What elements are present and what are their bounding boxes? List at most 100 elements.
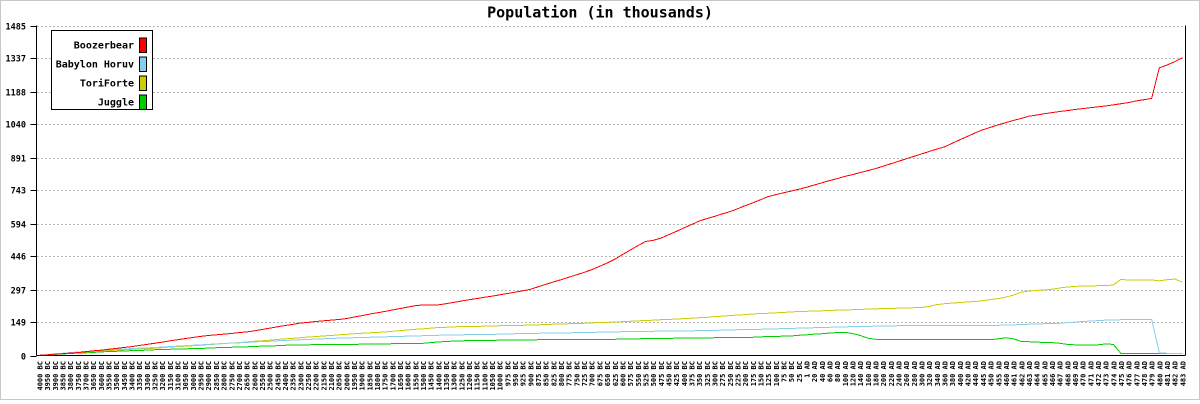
- x-tick-label: 3050 BC: [182, 361, 190, 391]
- x-tick-label: 1100 BC: [481, 361, 489, 391]
- x-tick-label: 3550 BC: [106, 361, 114, 391]
- x-tick-label: 160 AD: [865, 361, 873, 386]
- x-tick-label: 925 BC: [520, 361, 528, 386]
- x-tick-label: 825 BC: [550, 361, 558, 386]
- x-tick-label: 100 BC: [773, 361, 781, 386]
- y-tick-label: 1337: [6, 55, 26, 65]
- y-tick-label: 0: [21, 353, 26, 363]
- x-tick-label: 468 AD: [1064, 361, 1072, 386]
- x-tick-label: 3950 BC: [44, 361, 52, 391]
- x-tick-label: 440 AD: [972, 361, 980, 386]
- x-tick-label: 2750 BC: [228, 361, 236, 391]
- x-tick-label: 675 BC: [596, 361, 604, 386]
- x-tick-label: 471 AD: [1087, 361, 1095, 386]
- x-tick-label: 1200 BC: [466, 361, 474, 391]
- x-tick-label: 650 BC: [604, 361, 612, 386]
- x-tick-label: 80 AD: [834, 361, 842, 382]
- x-tick-label: 472 AD: [1095, 361, 1103, 386]
- x-tick-label: 2350 BC: [290, 361, 298, 391]
- x-tick-label: 1950 BC: [351, 361, 359, 391]
- x-tick-label: 1300 BC: [451, 361, 459, 391]
- x-tick-label: 800 BC: [558, 361, 566, 386]
- legend-swatch-toriforte: [139, 75, 147, 91]
- x-tick-label: 500 BC: [650, 361, 658, 386]
- y-tick-label: 1485: [6, 23, 26, 33]
- x-tick-label: 3400 BC: [129, 361, 137, 391]
- x-tick-label: 462 AD: [1018, 361, 1026, 386]
- x-tick-label: 1250 BC: [458, 361, 466, 391]
- x-tick-label: 125 BC: [765, 361, 773, 386]
- legend-label-babylon-horuv: Babylon Horuv: [56, 60, 134, 71]
- x-tick-label: 975 BC: [504, 361, 512, 386]
- x-tick-label: 1600 BC: [405, 361, 413, 391]
- x-tick-label: 3900 BC: [52, 361, 60, 391]
- x-tick-label: 280 AD: [911, 361, 919, 386]
- x-tick-label: 460 AD: [1003, 361, 1011, 386]
- x-tick-label: 775 BC: [566, 361, 574, 386]
- x-tick-label: 525 BC: [642, 361, 650, 386]
- x-tick-label: 400 AD: [957, 361, 965, 386]
- x-tick-label: 475 AD: [1118, 361, 1126, 386]
- x-tick-label: 1850 BC: [366, 361, 374, 391]
- x-tick-label: 465 AD: [1041, 361, 1049, 386]
- x-tick-label: 40 AD: [819, 361, 827, 382]
- x-tick-label: 140 AD: [857, 361, 865, 386]
- x-tick-label: 2100 BC: [328, 361, 336, 391]
- x-tick-label: 455 AD: [995, 361, 1003, 386]
- x-tick-label: 3800 BC: [67, 361, 75, 391]
- x-tick-label: 3450 BC: [121, 361, 129, 391]
- x-tick-label: 240 AD: [896, 361, 904, 386]
- x-tick-label: 478 AD: [1141, 361, 1149, 386]
- x-tick-label: 2900 BC: [205, 361, 213, 391]
- x-tick-label: 2600 BC: [251, 361, 259, 391]
- x-tick-label: 450 BC: [665, 361, 673, 386]
- x-tick-label: 550 BC: [635, 361, 643, 386]
- x-tick-label: 340 AD: [934, 361, 942, 386]
- x-tick-label: 1450 BC: [428, 361, 436, 391]
- x-tick-label: 1000 BC: [497, 361, 505, 391]
- x-tick-label: 320 AD: [926, 361, 934, 386]
- x-tick-label: 3600 BC: [98, 361, 106, 391]
- x-tick-label: 466 AD: [1049, 361, 1057, 386]
- x-tick-label: 4000 BC: [37, 361, 45, 391]
- x-tick-label: 180 AD: [873, 361, 881, 386]
- x-tick-label: 425 BC: [673, 361, 681, 386]
- x-tick-label: 461 AD: [1011, 361, 1019, 386]
- x-tick-label: 700 BC: [589, 361, 597, 386]
- x-tick-label: 625 BC: [612, 361, 620, 386]
- x-tick-label: 474 AD: [1110, 361, 1118, 386]
- x-tick-label: 2950 BC: [198, 361, 206, 391]
- x-tick-label: 445 AD: [980, 361, 988, 386]
- x-tick-label: 175 BC: [750, 361, 758, 386]
- x-tick-label: 3500 BC: [113, 361, 121, 391]
- x-tick-label: 475 BC: [658, 361, 666, 386]
- x-tick-label: 2150 BC: [320, 361, 328, 391]
- x-tick-label: 2550 BC: [259, 361, 267, 391]
- x-tick-label: 420 AD: [965, 361, 973, 386]
- x-tick-label: 60 AD: [827, 361, 835, 382]
- x-tick-label: 1400 BC: [435, 361, 443, 391]
- x-tick-label: 50 BC: [788, 361, 796, 382]
- x-tick-label: 200 AD: [880, 361, 888, 386]
- x-tick-label: 469 AD: [1072, 361, 1080, 386]
- x-tick-label: 120 AD: [850, 361, 858, 386]
- x-tick-label: 325 BC: [704, 361, 712, 386]
- x-tick-label: 463 AD: [1026, 361, 1034, 386]
- x-tick-label: 2850 BC: [213, 361, 221, 391]
- x-tick-label: 1550 BC: [412, 361, 420, 391]
- y-tick-label: 743: [11, 187, 26, 197]
- x-tick-label: 1750 BC: [382, 361, 390, 391]
- x-tick-label: 2050 BC: [336, 361, 344, 391]
- x-tick-label: 464 AD: [1034, 361, 1042, 386]
- x-tick-label: 483 AD: [1179, 361, 1187, 386]
- x-tick-label: 3000 BC: [190, 361, 198, 391]
- x-tick-label: 225 BC: [734, 361, 742, 386]
- x-tick-label: 380 AD: [949, 361, 957, 386]
- x-tick-label: 220 AD: [888, 361, 896, 386]
- x-tick-label: 900 BC: [527, 361, 535, 386]
- y-tick-label: 446: [11, 253, 26, 263]
- x-tick-label: 850 BC: [543, 361, 551, 386]
- x-tick-label: 600 BC: [619, 361, 627, 386]
